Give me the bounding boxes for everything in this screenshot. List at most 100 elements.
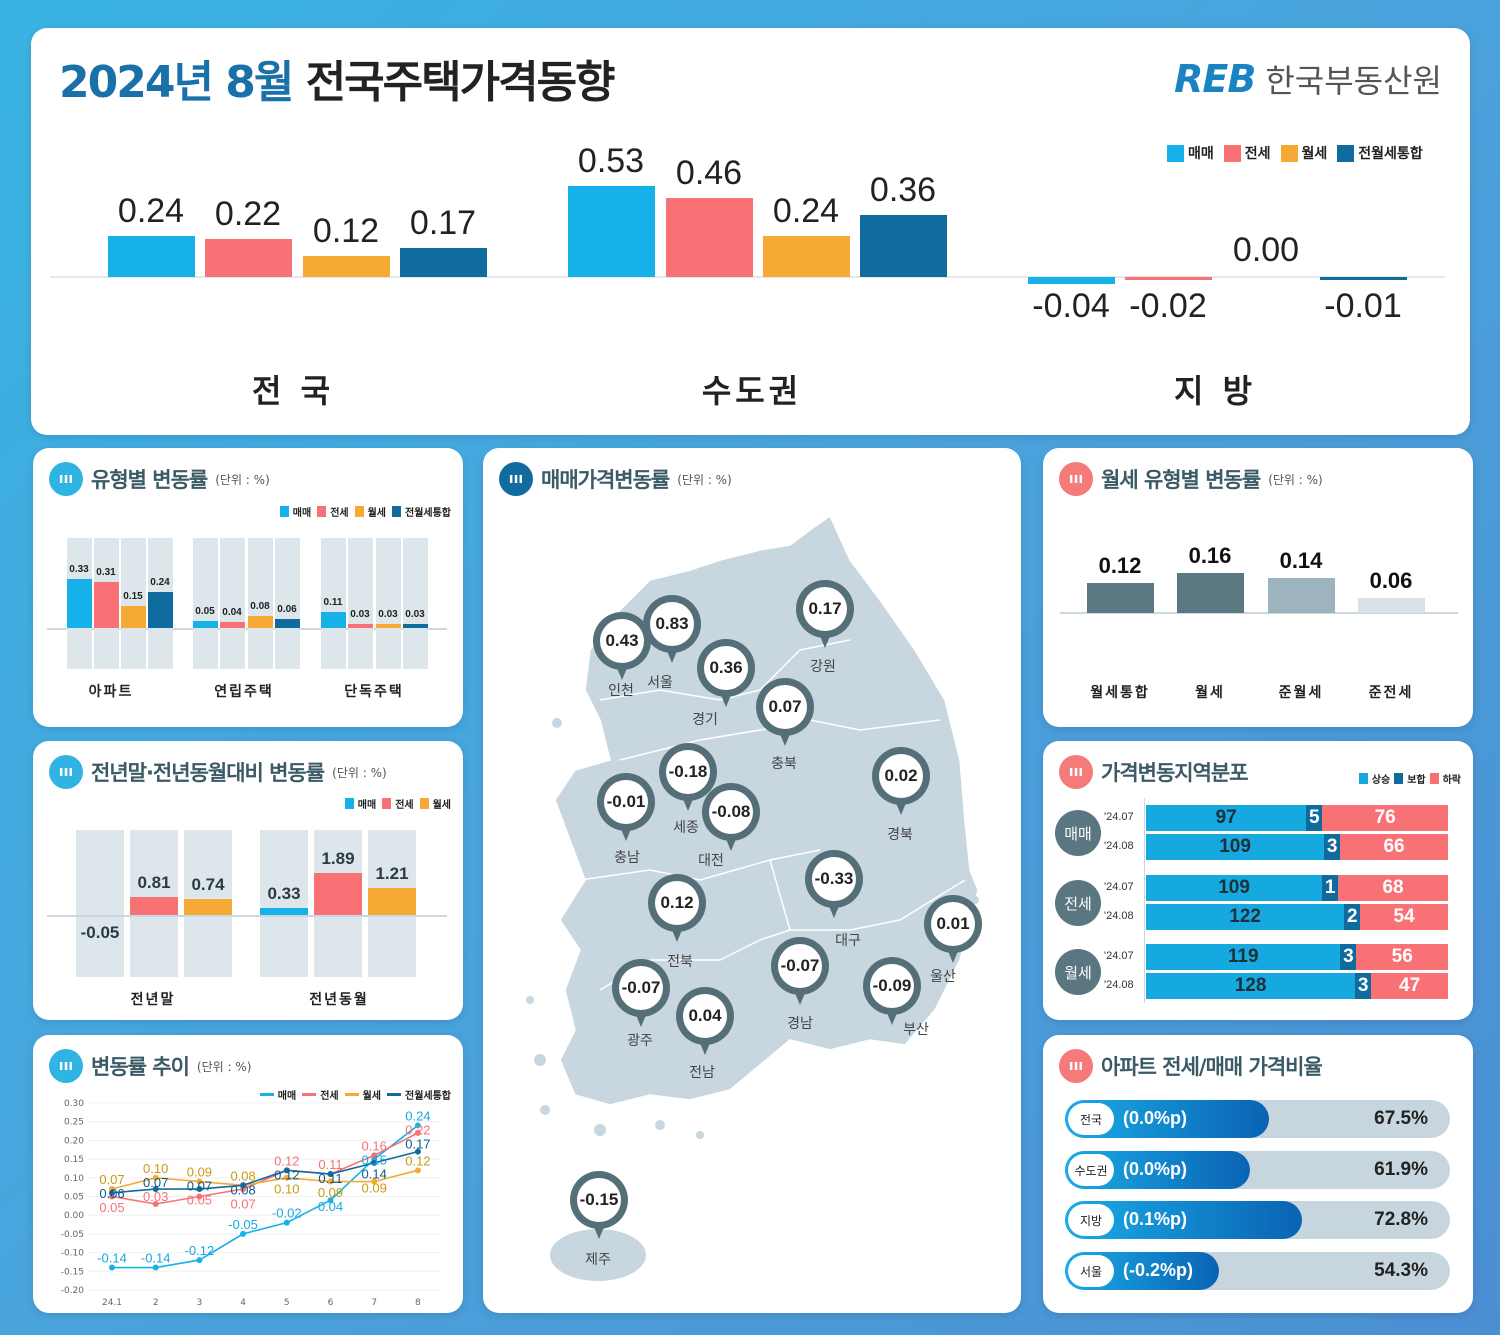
baseline (47, 628, 447, 630)
value-label: 0.12 (1098, 553, 1142, 578)
bar-월세 (184, 898, 232, 915)
map-panel: ııı 매매가격변동률 (단위 : %) (483, 448, 1021, 1313)
group-badge: 매매 (1055, 810, 1101, 856)
bar-전월세통합 (860, 215, 947, 277)
region-label-전북: 전북 (667, 954, 693, 970)
stacked-row: 119 3 56 (1146, 944, 1448, 970)
unit-label: (단위 : %) (1268, 472, 1323, 487)
value-label: 0.15 (123, 590, 143, 602)
bar-track (275, 538, 300, 669)
stacked-row: 128 3 47 (1146, 973, 1448, 999)
value-label: 0.05 (195, 605, 215, 617)
value-label: 0.03 (405, 608, 425, 620)
bar-전세 (314, 873, 362, 915)
value-label: 0.24 (117, 191, 185, 230)
value-label: 0.06 (1369, 568, 1413, 593)
pin-marker: 0.36 (697, 639, 755, 707)
bar-전월세통합 (1320, 277, 1407, 280)
chart-icon: ııı (499, 462, 533, 496)
pin-value: -0.09 (870, 964, 914, 1008)
yoy-legend: 매매 전세 월세 (344, 796, 451, 811)
title-date: 2024년 8월 (59, 57, 294, 108)
value-label: 0.00 (1232, 231, 1300, 269)
value-label: 0.81 (137, 873, 171, 893)
panel-title: 월세 유형별 변동률 (1101, 468, 1261, 492)
pin-marker: 0.83 (643, 595, 701, 663)
region-label-부산: 부산 (903, 1022, 929, 1038)
group-label: 전년말 (130, 992, 176, 1008)
region-label-대구: 대구 (835, 933, 861, 949)
top-baseline (50, 276, 1445, 278)
pin-value: -0.15 (577, 1178, 621, 1222)
segment-보합: 3 (1340, 944, 1357, 970)
bar-track (348, 538, 373, 669)
value-label: 0.33 (69, 563, 89, 575)
category-label: 월세통합 (1090, 685, 1150, 701)
pin-value: 0.43 (600, 619, 644, 663)
bar-전세 (130, 897, 178, 915)
group-label: 아파트 (88, 684, 134, 700)
segment-보합: 1 (1322, 875, 1339, 901)
value-label: 1.21 (375, 864, 409, 884)
panel-title: 전년말·전년동월대비 변동률 (91, 761, 325, 785)
bar-월세 (248, 616, 273, 628)
unit-label: (단위 : %) (196, 1059, 252, 1074)
bar-월세 (121, 605, 146, 628)
segment-하락: 47 (1371, 973, 1448, 999)
bar-track (376, 538, 401, 669)
bar-준월세 (1268, 578, 1335, 613)
chart-icon: ııı (1059, 755, 1093, 789)
period-label: '24.08 (1104, 979, 1134, 991)
ratio-bar: 지방 (0.1%p) 72.8% (1065, 1201, 1450, 1239)
stacked-row: 122 2 54 (1146, 904, 1448, 930)
value-label: -0.02 (1129, 287, 1207, 325)
ratio-value: 61.9% (1374, 1159, 1428, 1180)
region-badge: 지방 (1068, 1204, 1114, 1236)
change-label: (0.0%p) (1123, 1108, 1188, 1128)
panel-title: 가격변동지역분포 (1101, 761, 1249, 785)
ratio-bar: 서울 (-0.2%p) 54.3% (1065, 1252, 1450, 1290)
bar-전월세통합 (400, 247, 487, 277)
bar-전월세통합 (275, 619, 300, 628)
bar-월세통합 (1087, 583, 1154, 613)
pin-value: 0.83 (650, 602, 694, 646)
legend-item: 월세 (1280, 143, 1327, 163)
unit-label: (단위 : %) (215, 472, 270, 487)
stacked-row: 109 1 68 (1146, 875, 1448, 901)
value-label: 0.04 (222, 607, 242, 618)
region-badge: 전국 (1068, 1103, 1114, 1135)
main-legend: 매매 전세 월세 전월세통합 (1167, 143, 1423, 163)
pin-marker: -0.15 (570, 1171, 628, 1239)
region-label-충남: 충남 (614, 850, 640, 866)
pin-value: -0.33 (812, 857, 856, 901)
ratio-bar: 전국 (0.0%p) 67.5% (1065, 1100, 1450, 1138)
bar-전세 (666, 197, 753, 277)
trend-chart-panel: ııı 변동률 추이 (단위 : %) 매매 전세 월세 전월세통합 (33, 1035, 463, 1313)
segment-하락: 54 (1360, 904, 1448, 930)
bar-전월세통합 (403, 623, 428, 628)
region-label-강원: 강원 (810, 659, 836, 675)
map-pin-경북: 0.02 (872, 747, 930, 817)
pin-marker: -0.09 (863, 957, 921, 1025)
value-label: 0.14 (1279, 548, 1323, 573)
map-pin-경남: -0.07 (771, 937, 829, 1007)
pin-marker: 0.17 (796, 580, 854, 648)
group-label: 연립주택 (214, 684, 274, 700)
chart-icon: ııı (1059, 462, 1093, 496)
chart-icon: ııı (49, 1049, 83, 1083)
map-pin-제주: -0.15 (570, 1171, 628, 1241)
pin-value: -0.07 (619, 966, 663, 1010)
logo-name: 한국부동산원 (1265, 62, 1442, 100)
category-label: 월세 (1195, 685, 1225, 701)
bar-track (121, 538, 146, 669)
map-pin-대전: -0.08 (702, 783, 760, 853)
pin-value: -0.01 (604, 780, 648, 824)
region-label-경북: 경북 (887, 827, 913, 843)
segment-하락: 56 (1356, 944, 1448, 970)
bar-준전세 (1358, 598, 1425, 613)
bar-매매 (67, 578, 92, 628)
value-label: 0.11 (323, 596, 343, 608)
title-text: 전국주택가격동향 (305, 57, 616, 108)
bar-전세 (1125, 277, 1212, 281)
type-legend: 매매 전세 월세 전월세통합 (279, 504, 451, 519)
